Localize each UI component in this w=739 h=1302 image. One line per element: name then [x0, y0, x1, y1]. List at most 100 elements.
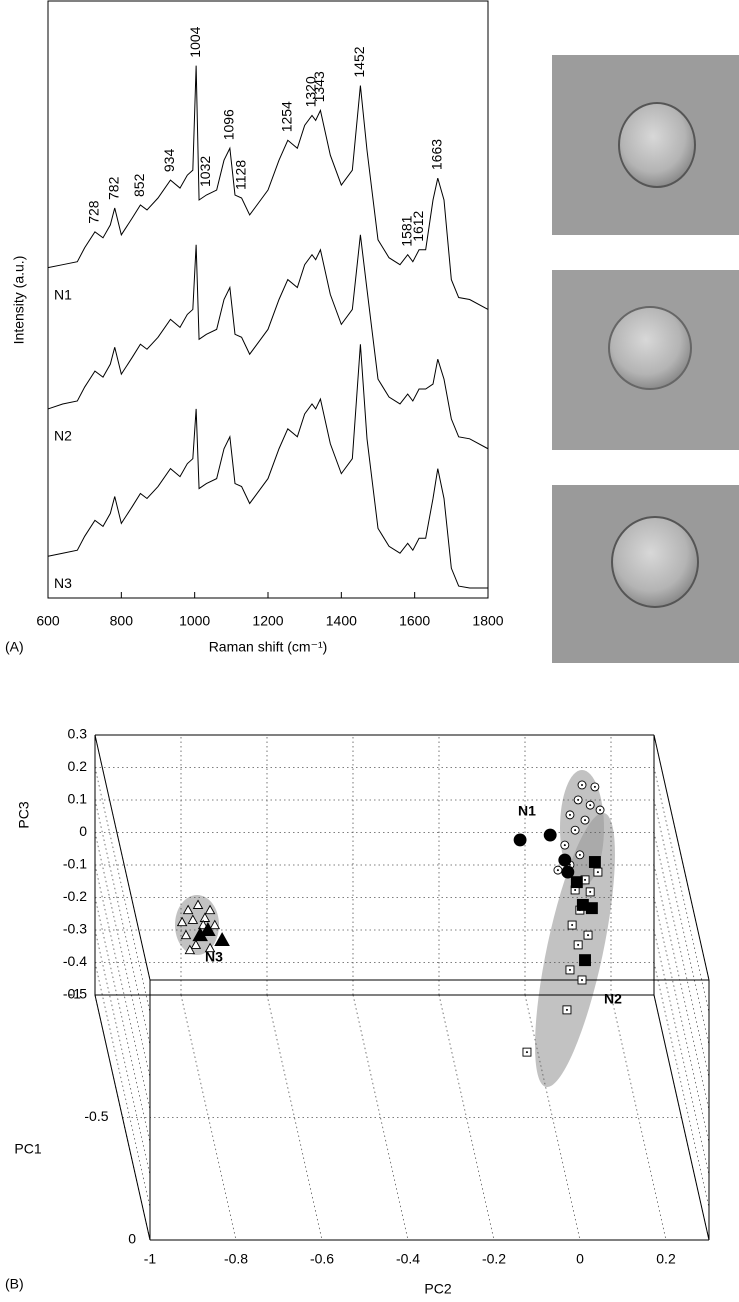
x-tick-label: 0.2	[656, 1251, 676, 1267]
point	[184, 944, 196, 955]
y-tick-label: 0.2	[68, 758, 88, 774]
marker-dot	[584, 819, 587, 822]
x-tick-label: 1600	[399, 613, 430, 629]
plot-frame	[47, 0, 489, 599]
x-tick-label: 800	[110, 613, 134, 629]
x-tick-label: 1800	[472, 613, 503, 629]
box-edge	[653, 994, 710, 1241]
grid-line	[94, 832, 151, 1078]
y-tick-label: 0	[79, 823, 87, 839]
peak-label: 852	[131, 173, 147, 197]
x-axis-label: Raman shift (cm⁻¹)	[209, 639, 328, 655]
grid-line	[653, 767, 710, 1013]
grid-line	[94, 929, 151, 1176]
series-label: N1	[54, 286, 72, 302]
y-tick-label: 0.1	[68, 791, 88, 807]
box-edge	[653, 734, 710, 981]
y-tick-label: -0.3	[63, 921, 87, 937]
x-axis-label: PC2	[424, 1281, 451, 1297]
point	[180, 929, 192, 940]
marker-dot	[596, 871, 599, 874]
y-tick-label: -0.4	[63, 953, 87, 969]
marker-dot	[568, 813, 571, 816]
x-tick-label: -1	[144, 1251, 157, 1267]
series-label: N2	[54, 428, 72, 444]
x-tick-label: 1400	[326, 613, 357, 629]
grid-line	[94, 864, 151, 1111]
y-tick-label: -0.2	[63, 888, 87, 904]
peak-label: 1096	[221, 109, 237, 140]
cluster-ellipse	[535, 812, 615, 1088]
grid-line	[653, 864, 710, 1111]
point	[561, 865, 575, 879]
grid-line	[438, 994, 495, 1241]
peak-label: 782	[105, 176, 121, 200]
marker-dot	[599, 809, 602, 811]
marker-dot	[525, 1051, 528, 1054]
peak-label: 1128	[232, 160, 248, 190]
grid-line	[653, 962, 710, 1208]
cell	[618, 102, 696, 188]
peak-label: 1254	[279, 101, 295, 132]
grid-line	[653, 832, 710, 1078]
peak-label: 934	[161, 149, 177, 173]
point	[585, 902, 598, 915]
point	[199, 912, 211, 922]
marker-dot	[589, 890, 592, 893]
cell	[608, 306, 692, 390]
grid-line	[653, 929, 710, 1176]
y-axis-label: Intensity (a.u.)	[11, 256, 27, 345]
y-axis-label: PC3	[16, 801, 32, 828]
point	[200, 921, 216, 936]
z-tick-label: 0	[128, 1231, 136, 1247]
point	[204, 904, 216, 915]
marker-dot	[581, 978, 584, 981]
marker-dot	[563, 844, 566, 847]
marker-dot	[578, 853, 581, 856]
peak-label: 1343	[311, 71, 327, 102]
grid-line	[94, 897, 151, 1143]
marker-dot	[589, 804, 592, 807]
point	[176, 916, 188, 927]
peak-label: 1612	[410, 210, 426, 241]
series-label: N3	[54, 575, 72, 591]
marker-dot	[581, 783, 584, 786]
marker-dot	[574, 888, 577, 891]
point	[204, 942, 216, 953]
point	[187, 914, 199, 924]
grid-line	[180, 994, 237, 1241]
x-tick-label: 0	[576, 1251, 584, 1267]
x-tick-label: 1200	[252, 613, 283, 629]
cluster-label: N1	[518, 803, 536, 819]
spectrum-line	[47, 65, 489, 310]
point	[513, 833, 527, 847]
grid-line	[610, 994, 667, 1241]
peak-label: 1452	[351, 46, 367, 77]
marker-dot	[565, 1008, 568, 1011]
box-edge	[94, 734, 151, 981]
x-tick-label: 600	[36, 613, 60, 629]
peak-label: 1581	[398, 215, 414, 246]
marker-dot	[577, 798, 580, 801]
grid-line	[653, 799, 710, 1046]
peak-label: 1004	[187, 26, 203, 57]
point	[579, 954, 591, 967]
x-tick-label: -0.2	[482, 1251, 506, 1267]
box-edge	[94, 994, 151, 1241]
panel-label: (A)	[5, 639, 24, 655]
marker-dot	[593, 785, 596, 788]
marker-dot	[556, 869, 559, 872]
z-axis-label: PC1	[14, 1141, 41, 1157]
grid-line	[94, 962, 151, 1208]
marker-dot	[571, 924, 574, 927]
grid-line	[266, 994, 323, 1241]
grid-line	[524, 994, 581, 1241]
cell	[611, 516, 699, 608]
marker-dot	[584, 878, 587, 881]
peak-label: 1320	[303, 76, 319, 107]
point	[214, 932, 230, 947]
z-tick-label: -0.5	[84, 1108, 108, 1124]
point	[182, 904, 194, 915]
spectrum-line	[47, 234, 489, 450]
